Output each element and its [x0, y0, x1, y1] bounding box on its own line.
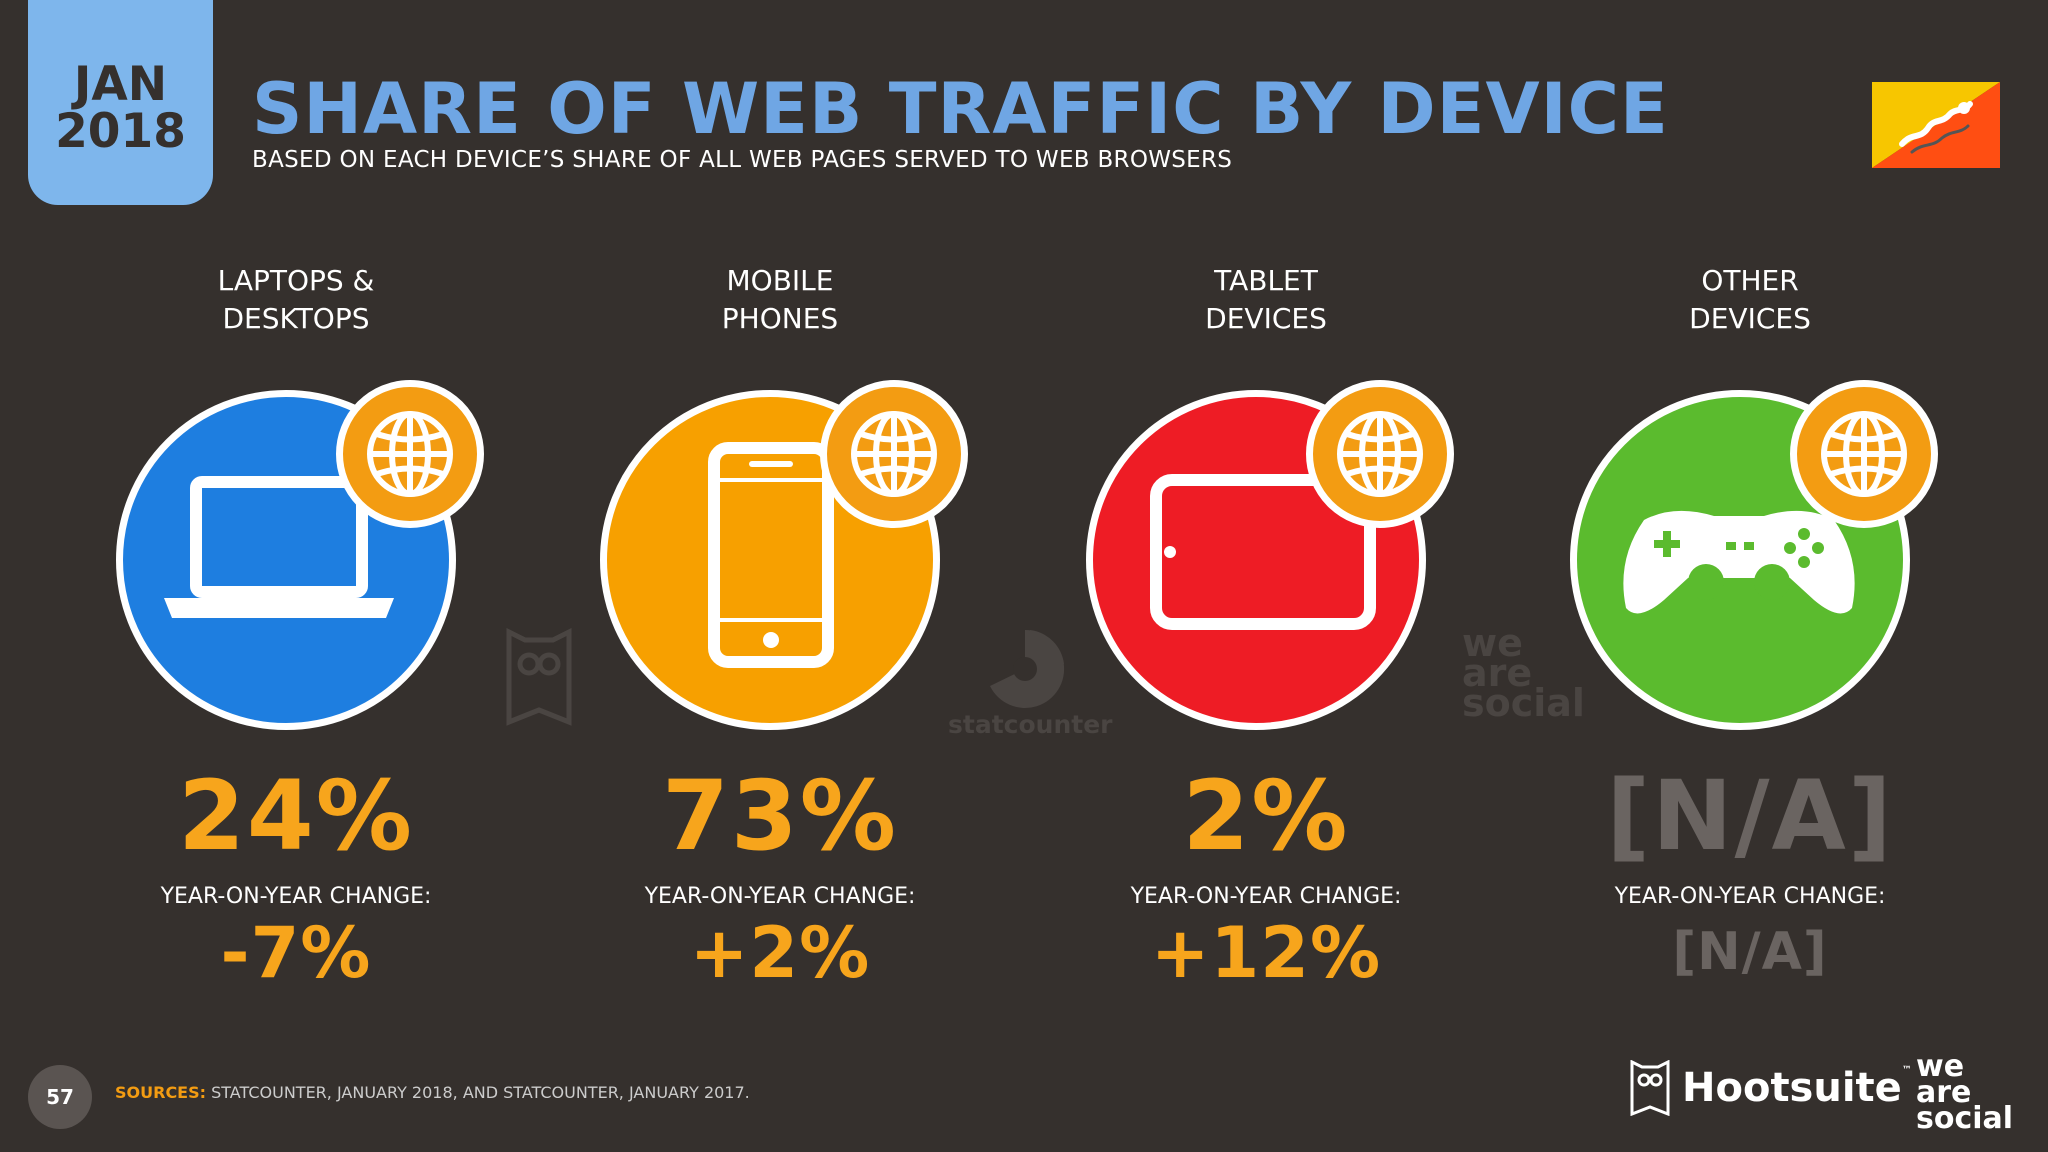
we-are-social-logo: we are social — [1916, 1049, 2014, 1136]
device-circle — [1086, 380, 1454, 740]
traffic-share: 2% — [1182, 760, 1350, 872]
globe-icon — [1821, 411, 1907, 497]
date-tab: JAN 2018 — [28, 0, 213, 205]
device-column-other: OTHER DEVICES — [1550, 262, 1950, 982]
device-column-laptops: LAPTOPS & DESKTOPS 24% YEAR-ON-YEAR CHANG… — [96, 262, 496, 994]
device-circle — [116, 380, 484, 740]
sources-note: SOURCES: STATCOUNTER, JANUARY 2018, AND … — [115, 1083, 750, 1102]
statcounter-watermark: statcounter — [948, 710, 1113, 739]
yoy-label: YEAR-ON-YEAR CHANGE: — [1130, 884, 1402, 909]
device-column-mobile: MOBILE PHONES 73% YEAR-ON-YEAR — [580, 262, 980, 994]
yoy-change: -7% — [220, 912, 372, 994]
globe-icon — [367, 411, 453, 497]
globe-badge — [1306, 380, 1454, 528]
yoy-change: [N/A] — [1672, 922, 1828, 982]
page-title: SHARE OF WEB TRAFFIC BY DEVICE — [252, 68, 1669, 150]
traffic-share: 73% — [662, 760, 898, 872]
yoy-change: +12% — [1150, 912, 1382, 994]
category-label: LAPTOPS & DESKTOPS — [217, 264, 375, 335]
globe-badge — [1790, 380, 1938, 528]
device-circle — [1570, 380, 1938, 740]
category-label: TABLET DEVICES — [1205, 264, 1327, 335]
traffic-share: 24% — [178, 760, 414, 872]
laptop-icon — [164, 476, 394, 618]
globe-icon — [1337, 411, 1423, 497]
globe-icon — [851, 411, 937, 497]
mobile-phone-icon — [708, 442, 834, 668]
date-month: JAN — [73, 56, 168, 112]
bhutan-flag-icon — [1872, 82, 2000, 168]
tablet-icon — [1150, 474, 1376, 630]
device-column-tablet: TABLET DEVICES 2% YEAR-ON-YEAR CHANGE: +1… — [1066, 262, 1466, 994]
gamepad-icon — [1623, 510, 1855, 614]
yoy-label: YEAR-ON-YEAR CHANGE: — [1614, 884, 1886, 909]
yoy-label: YEAR-ON-YEAR CHANGE: — [160, 884, 432, 909]
page-subtitle: BASED ON EACH DEVICE’S SHARE OF ALL WEB … — [252, 147, 1233, 173]
hootsuite-owl-icon — [1630, 1060, 1670, 1116]
hootsuite-logo: Hootsuite™ — [1630, 1060, 1912, 1116]
traffic-share: [N/A] — [1606, 760, 1894, 872]
device-circle — [600, 380, 968, 740]
hootsuite-wordmark: Hootsuite™ — [1682, 1065, 1912, 1111]
yoy-label: YEAR-ON-YEAR CHANGE: — [644, 884, 916, 909]
hootsuite-owl-watermark — [506, 628, 572, 726]
date-year: 2018 — [55, 103, 186, 159]
globe-badge — [336, 380, 484, 528]
category-label: OTHER DEVICES — [1689, 264, 1811, 335]
yoy-change: +2% — [689, 912, 871, 994]
globe-badge — [820, 380, 968, 528]
category-label: MOBILE PHONES — [721, 264, 839, 335]
statcounter-logo-icon — [990, 629, 1065, 708]
page-number: 57 — [28, 1065, 92, 1129]
we-are-social-watermark: we are social — [1462, 621, 1585, 725]
